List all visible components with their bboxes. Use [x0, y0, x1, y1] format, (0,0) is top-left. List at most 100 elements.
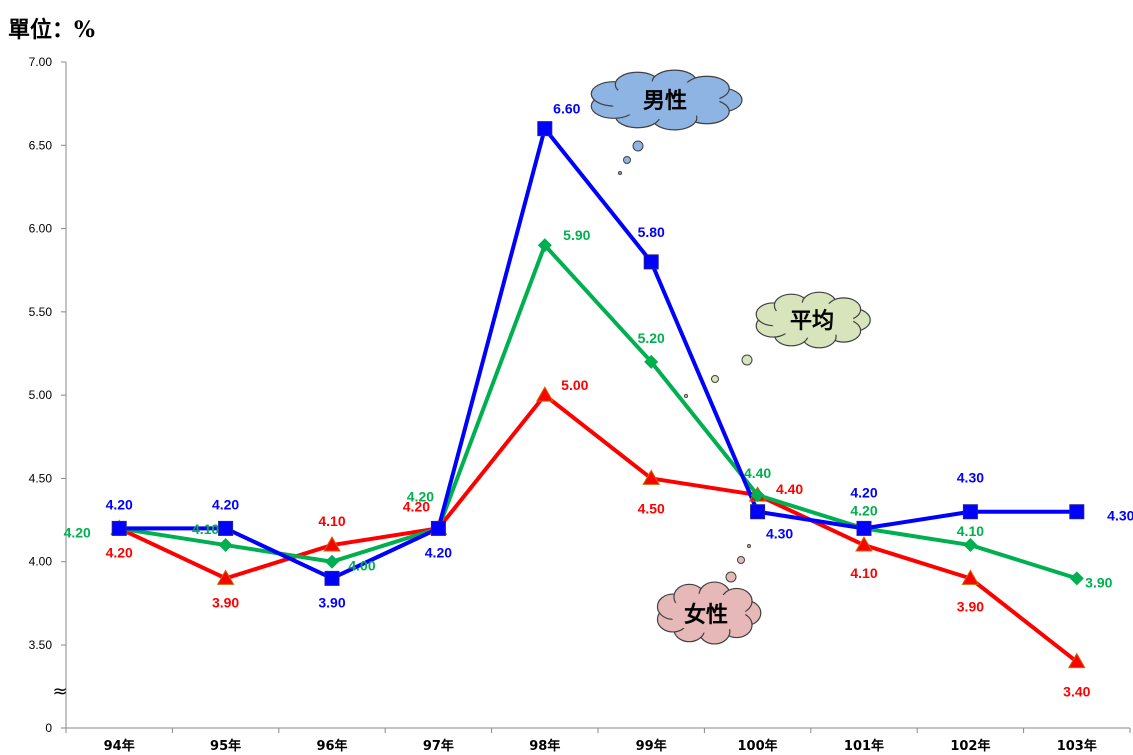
cloud-bubble [755, 291, 871, 349]
callout-text: 平均 [790, 308, 834, 334]
data-label: 4.30 [957, 470, 984, 486]
cloud-bubble [656, 581, 762, 645]
data-label: 3.40 [1063, 684, 1090, 700]
thought-dot [632, 140, 644, 152]
data-label: 4.10 [850, 565, 877, 581]
marker-triangle [216, 569, 235, 585]
series-line-1 [118, 243, 1078, 581]
x-tick-label: 94年 [104, 738, 135, 754]
x-tick-label: 101年 [844, 738, 884, 754]
data-label: 4.40 [776, 481, 803, 497]
y-tick-label: 3.50 [29, 638, 53, 652]
y-tick-label: 4.50 [29, 471, 53, 485]
data-label: 4.10 [318, 513, 345, 529]
axis-break-symbol: ≈ [52, 681, 67, 702]
x-tick-label: 95年 [210, 738, 241, 754]
data-label: 3.90 [957, 598, 984, 614]
cloud-core [770, 302, 854, 338]
data-label: 4.30 [1107, 508, 1133, 524]
y-tick-label: 6.00 [29, 222, 53, 236]
data-label: 5.20 [638, 330, 665, 346]
marker-square [537, 121, 553, 137]
data-label: 4.20 [425, 544, 452, 560]
data-label: 4.20 [407, 488, 434, 504]
marker-triangle [535, 386, 554, 402]
data-label: 5.90 [563, 227, 590, 243]
data-label: 4.10 [192, 521, 219, 537]
cloud-core [610, 80, 720, 120]
data-label: 4.10 [957, 523, 984, 539]
cloud-bubble [590, 69, 743, 131]
data-label: 4.20 [212, 496, 239, 512]
marker-square [1069, 504, 1085, 520]
callout-text: 男性 [643, 88, 687, 114]
marker-square [750, 504, 766, 520]
data-label: 3.90 [1085, 574, 1112, 590]
thought-dot [737, 556, 745, 564]
x-tick-label: 99年 [636, 738, 667, 754]
thought-dot [725, 571, 737, 583]
y-tick-label: 5.50 [29, 305, 53, 319]
x-tick-label: 97年 [423, 738, 454, 754]
marker-square [643, 254, 659, 270]
data-label: 4.30 [766, 526, 793, 542]
data-label: 4.40 [744, 465, 771, 481]
data-label: 4.20 [850, 502, 877, 518]
series-line-2 [118, 393, 1079, 664]
thought-dot [623, 156, 631, 164]
data-label: 4.50 [638, 500, 665, 516]
marker-diamond [750, 488, 765, 503]
y-tick-label: 7.00 [29, 55, 53, 69]
thought-dot [618, 171, 622, 175]
data-label: 5.00 [561, 377, 588, 393]
x-tick-label: 102年 [950, 738, 990, 754]
thought-dot [747, 544, 751, 548]
axes: 7.00 6.50 6.00 5.50 5.00 4.50 4.00 3.50 0 ≈94年 95年… [29, 55, 1131, 754]
x-tick-label: 98年 [529, 738, 560, 754]
marker-triangle [1067, 652, 1086, 669]
x-tick-label: 100年 [738, 738, 778, 754]
marker-triangle [855, 536, 873, 552]
y-tick-label: 0 [45, 721, 52, 735]
data-label: 5.80 [638, 224, 665, 240]
unit-label: 單位：% [8, 17, 95, 43]
thought-dot [741, 354, 753, 366]
x-tick-label: 96年 [316, 738, 347, 754]
cloud-core [670, 593, 746, 633]
marker-diamond [325, 554, 339, 569]
thought-dot [711, 375, 719, 383]
data-label: 6.60 [553, 101, 580, 117]
thought-dot [684, 394, 688, 398]
x-tick-label: 103年 [1057, 738, 1097, 754]
marker-square [962, 504, 978, 520]
series-markers [110, 121, 1086, 669]
marker-square [324, 570, 340, 586]
marker-diamond [963, 538, 978, 553]
callout-text: 女性 [684, 602, 728, 628]
data-label: 4.20 [403, 498, 430, 514]
marker-triangle [323, 536, 341, 552]
data-label: 4.00 [348, 558, 375, 574]
marker-square [111, 520, 127, 536]
marker-triangle [961, 569, 980, 585]
marker-diamond [644, 354, 659, 369]
y-tick-label: 5.00 [29, 388, 53, 402]
y-tick-label: 4.00 [29, 555, 53, 569]
marker-square [856, 520, 872, 536]
marker-square [430, 520, 446, 536]
marker-diamond [218, 538, 233, 553]
data-label: 4.20 [850, 484, 877, 500]
data-label: 4.20 [64, 524, 91, 540]
data-label: 3.90 [212, 594, 239, 610]
marker-diamond [1069, 571, 1084, 586]
marker-square [218, 520, 234, 536]
data-label: 4.20 [106, 544, 133, 560]
y-tick-label: 6.50 [29, 138, 53, 152]
marker-diamond [537, 238, 552, 253]
series-lines [118, 126, 1079, 664]
marker-triangle [642, 469, 661, 485]
data-label: 4.20 [106, 496, 133, 512]
data-label: 3.90 [318, 594, 345, 610]
